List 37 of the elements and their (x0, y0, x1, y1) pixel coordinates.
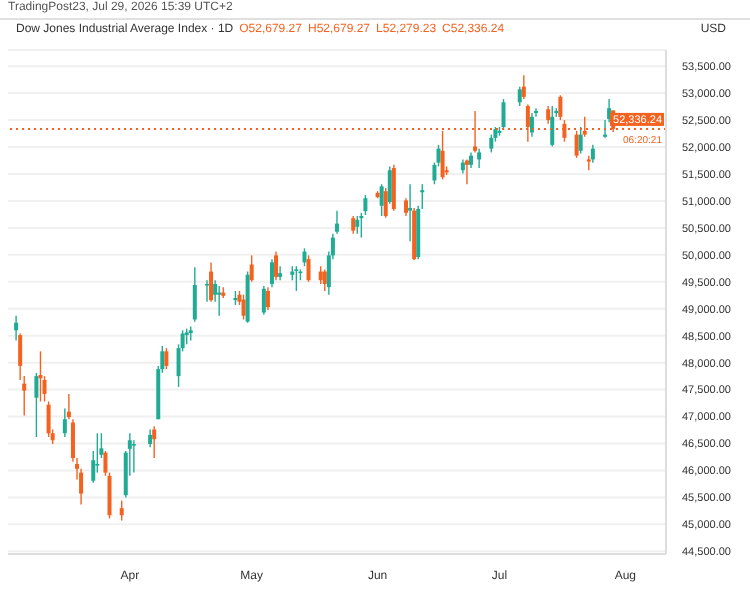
candlestick (379, 183, 384, 217)
candlestick (119, 499, 124, 522)
candlestick (209, 261, 214, 303)
candlestick (62, 407, 67, 438)
candlestick (387, 165, 392, 205)
candlestick (265, 286, 270, 312)
candlestick (245, 270, 250, 324)
candlestick (241, 294, 246, 321)
candlestick (294, 265, 299, 292)
candlestick (14, 315, 19, 342)
candlestick (38, 350, 43, 403)
candlestick (334, 209, 339, 235)
candlestick (521, 74, 526, 100)
candlestick (269, 258, 274, 288)
candlestick (192, 266, 197, 323)
candlestick (261, 285, 266, 316)
candlestick (383, 187, 388, 219)
candlestick (574, 130, 579, 159)
candlestick (34, 372, 39, 438)
candlestick (278, 265, 283, 281)
candlestick (204, 279, 209, 303)
candlestick (477, 147, 482, 169)
candlestick (408, 183, 413, 243)
candlestick (66, 393, 71, 420)
candlestick (274, 250, 279, 281)
candlestick (306, 254, 311, 283)
candlestick (164, 347, 169, 370)
candlestick (558, 94, 563, 121)
candlestick (322, 268, 327, 292)
candlestick (249, 254, 254, 283)
candlestick (152, 425, 157, 459)
candlestick (578, 126, 583, 155)
candlestick (391, 164, 396, 212)
candlestick (517, 85, 522, 107)
candlestick (131, 439, 136, 474)
candlestick (501, 98, 506, 130)
candlestick (46, 400, 51, 438)
